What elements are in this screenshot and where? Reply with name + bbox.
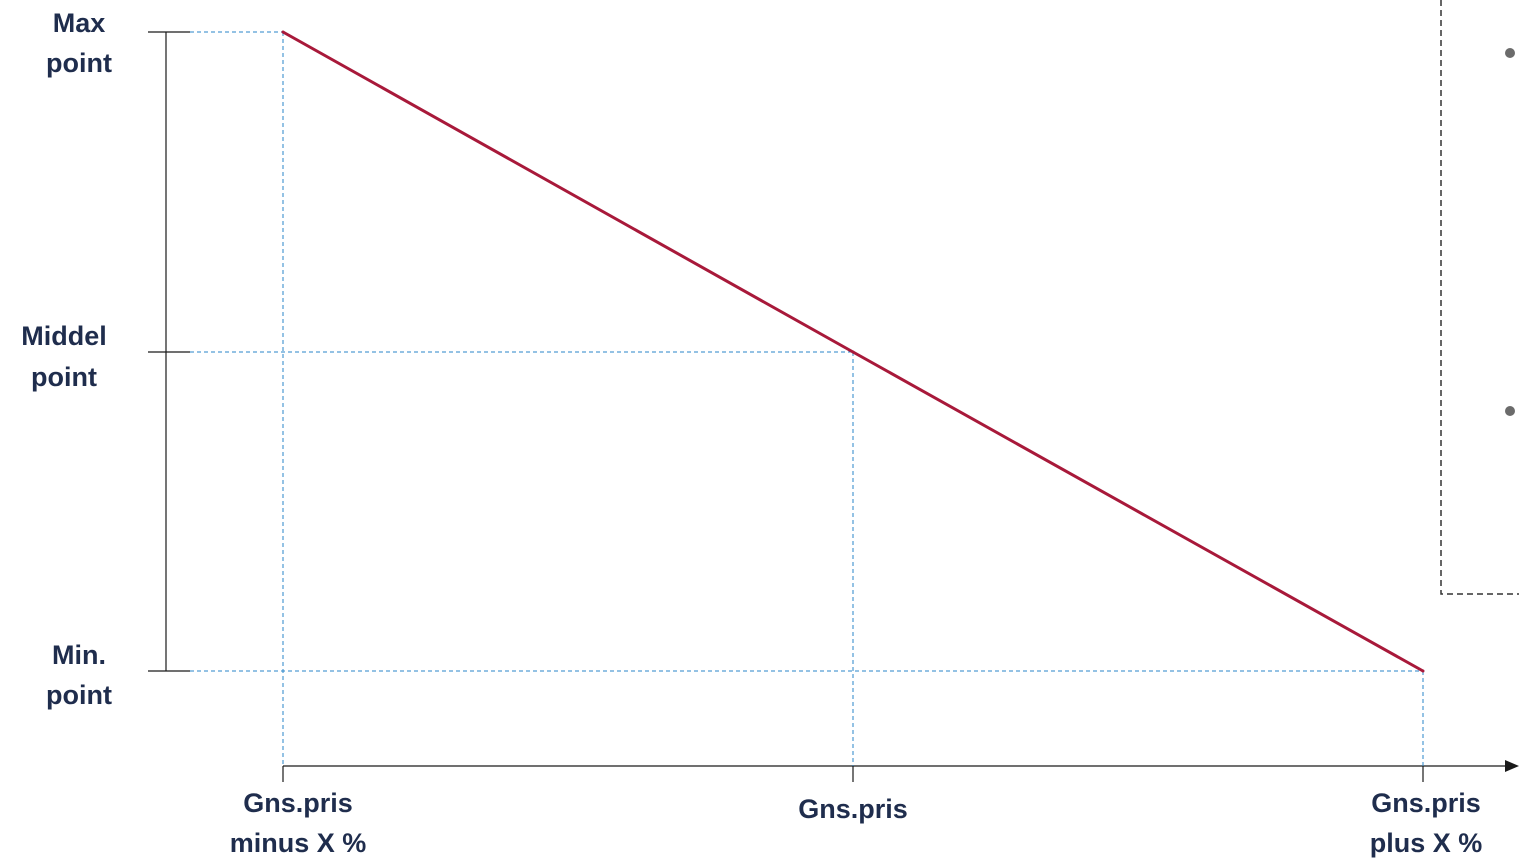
- side-panel-bullet: [1505, 48, 1515, 58]
- y-tick-label: Middel point: [21, 321, 107, 392]
- side-panel-bullet: [1505, 406, 1515, 416]
- x-tick-label: Gns.pris: [798, 794, 908, 824]
- data-point: [1421, 669, 1425, 673]
- x-tick-label: Gns.pris minus X %: [230, 788, 367, 858]
- y-tick-label: Min. point: [46, 640, 112, 710]
- data-point: [281, 30, 285, 34]
- x-tick-label: Gns.pris plus X %: [1370, 788, 1483, 858]
- side-panel-box: [1440, 0, 1519, 595]
- data-point: [851, 350, 855, 354]
- y-tick-label: Max point: [46, 8, 112, 78]
